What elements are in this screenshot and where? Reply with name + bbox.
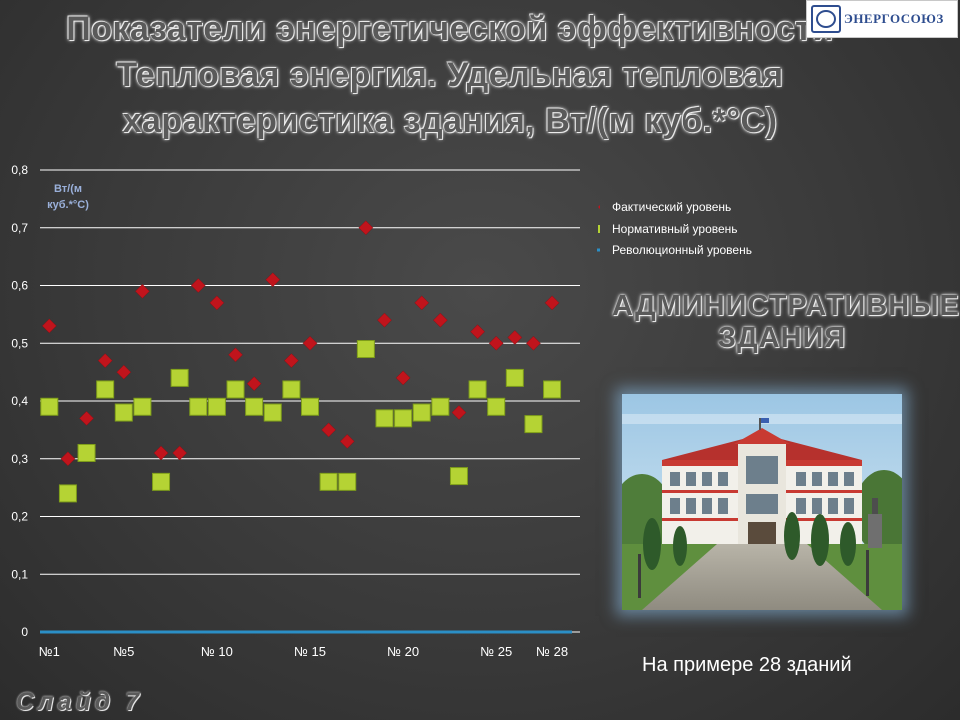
actual-level-point: [228, 347, 243, 363]
y-tick-label: 0,5: [11, 336, 28, 350]
normative-level-point: [319, 472, 338, 491]
normative-level-point: [412, 403, 431, 422]
actual-level-point: [209, 295, 225, 311]
x-tick-label: № 15: [294, 644, 326, 659]
actual-level-point: [339, 434, 355, 449]
normative-level-point: [394, 409, 413, 428]
x-tick-label: № 20: [387, 644, 419, 659]
actual-level-point: [414, 295, 430, 311]
actual-level-point: [79, 410, 94, 426]
actual-level-point: [321, 422, 336, 438]
normative-level-point: [356, 340, 375, 359]
title-line-2: Тепловая энергия. Удельная тепловая: [116, 56, 784, 94]
x-tick-label: №5: [113, 644, 134, 659]
normative-level-point: [449, 467, 468, 486]
normative-level-point: [338, 472, 357, 491]
actual-level-point: [172, 445, 188, 461]
normative-level-point: [468, 380, 487, 399]
slide-title: Показатели энергетической эффективности …: [20, 6, 880, 144]
x-tick-label: № 10: [201, 644, 233, 659]
buildings-count-caption: На примере 28 зданий: [642, 654, 852, 676]
y-tick-label: 0,8: [11, 163, 28, 177]
actual-level-point: [377, 312, 392, 328]
energy-scatter-chart: 0,8 0,7 0,6 0,5 0,4 0,3 0,2 0,1 0 Вт/(м куб.*°С) №1…: [11, 163, 600, 659]
normative-level-point: [245, 397, 264, 416]
normative-level-point: [487, 397, 506, 416]
x-tick-label: №1: [39, 644, 60, 659]
slide-number: Слайд 7: [16, 688, 144, 716]
y-tick-label: 0,7: [11, 221, 28, 235]
actual-level-point: [153, 445, 169, 461]
section-title-line-2: ЗДАНИЯ: [717, 322, 847, 354]
x-tick-label: № 28: [536, 644, 568, 659]
normative-level-point: [133, 397, 152, 416]
y-tick-label: 0,4: [11, 394, 28, 408]
logo-mark-icon: [811, 5, 841, 33]
actual-level-point: [470, 324, 485, 340]
legend-actual-marker: [598, 205, 600, 209]
legend-revolutionary-marker: [597, 248, 600, 252]
actual-level-point: [526, 335, 541, 351]
actual-level-point: [507, 330, 523, 345]
logo-text: ЭНЕРГОСОЮЗ: [844, 11, 944, 26]
y-tick-label: 0,2: [11, 510, 28, 524]
building-photo: [622, 394, 902, 610]
normative-level-point: [282, 380, 301, 399]
actual-level-point: [544, 295, 560, 311]
actual-level-point: [246, 376, 262, 392]
normative-level-point: [207, 397, 226, 416]
normative-level-point: [301, 397, 319, 416]
legend-label: Фактический уровень: [612, 200, 732, 214]
actual-level-point: [451, 405, 467, 420]
actual-level-point: [358, 220, 374, 236]
section-title: АДМИНИСТРАТИВНЫЕ ЗДАНИЯ: [612, 290, 960, 354]
actual-level-point: [488, 335, 504, 351]
normative-level-point: [431, 397, 450, 416]
title-line-3: характеристика здания, Вт/(м куб.*°С): [122, 102, 778, 140]
y-tick-label: 0,1: [11, 567, 28, 581]
normative-level-point: [375, 409, 394, 428]
actual-level-point: [302, 335, 318, 351]
normative-level-point: [543, 380, 562, 399]
y-tick-label: 0,6: [11, 279, 28, 293]
normative-level-point: [58, 484, 77, 503]
y-tick-label: 0,3: [11, 452, 28, 466]
normative-level-point: [96, 380, 115, 399]
actual-level-point: [265, 272, 281, 288]
normative-level-point: [77, 443, 96, 462]
normative-level-point: [524, 415, 543, 434]
administrative-building-photo-icon: [622, 394, 902, 610]
x-tick-label: № 25: [480, 644, 512, 659]
actual-level-point: [432, 312, 448, 328]
actual-level-point: [395, 370, 411, 386]
normative-level-point: [189, 397, 208, 416]
y-axis-unit-label: куб.*°С): [47, 199, 89, 211]
title-line-1: Показатели энергетической эффективности: [66, 10, 834, 48]
actual-level-point: [116, 364, 132, 380]
y-axis-unit-label: Вт/(м: [54, 183, 82, 195]
section-title-line-1: АДМИНИСТРАТИВНЫЕ: [612, 290, 960, 322]
normative-level-point: [505, 368, 524, 387]
legend-label: Нормативный уровень: [612, 222, 738, 236]
energosoyuz-logo: ЭНЕРГОСОЮЗ: [806, 0, 958, 38]
normative-level-point: [263, 403, 282, 422]
actual-level-point: [97, 353, 113, 368]
actual-level-point: [41, 318, 57, 334]
actual-level-point: [284, 353, 299, 368]
actual-level-point: [190, 278, 206, 293]
normative-level-point: [170, 368, 189, 387]
actual-level-point: [135, 283, 150, 299]
normative-level-point: [40, 397, 59, 416]
normative-level-point: [152, 472, 171, 491]
normative-level-point: [226, 380, 245, 399]
normative-level-point: [114, 403, 133, 422]
y-tick-label: 0: [21, 625, 28, 639]
actual-level-point: [60, 451, 76, 467]
legend-normative-marker: [598, 225, 600, 233]
legend-label: Революционный уровень: [612, 243, 752, 257]
